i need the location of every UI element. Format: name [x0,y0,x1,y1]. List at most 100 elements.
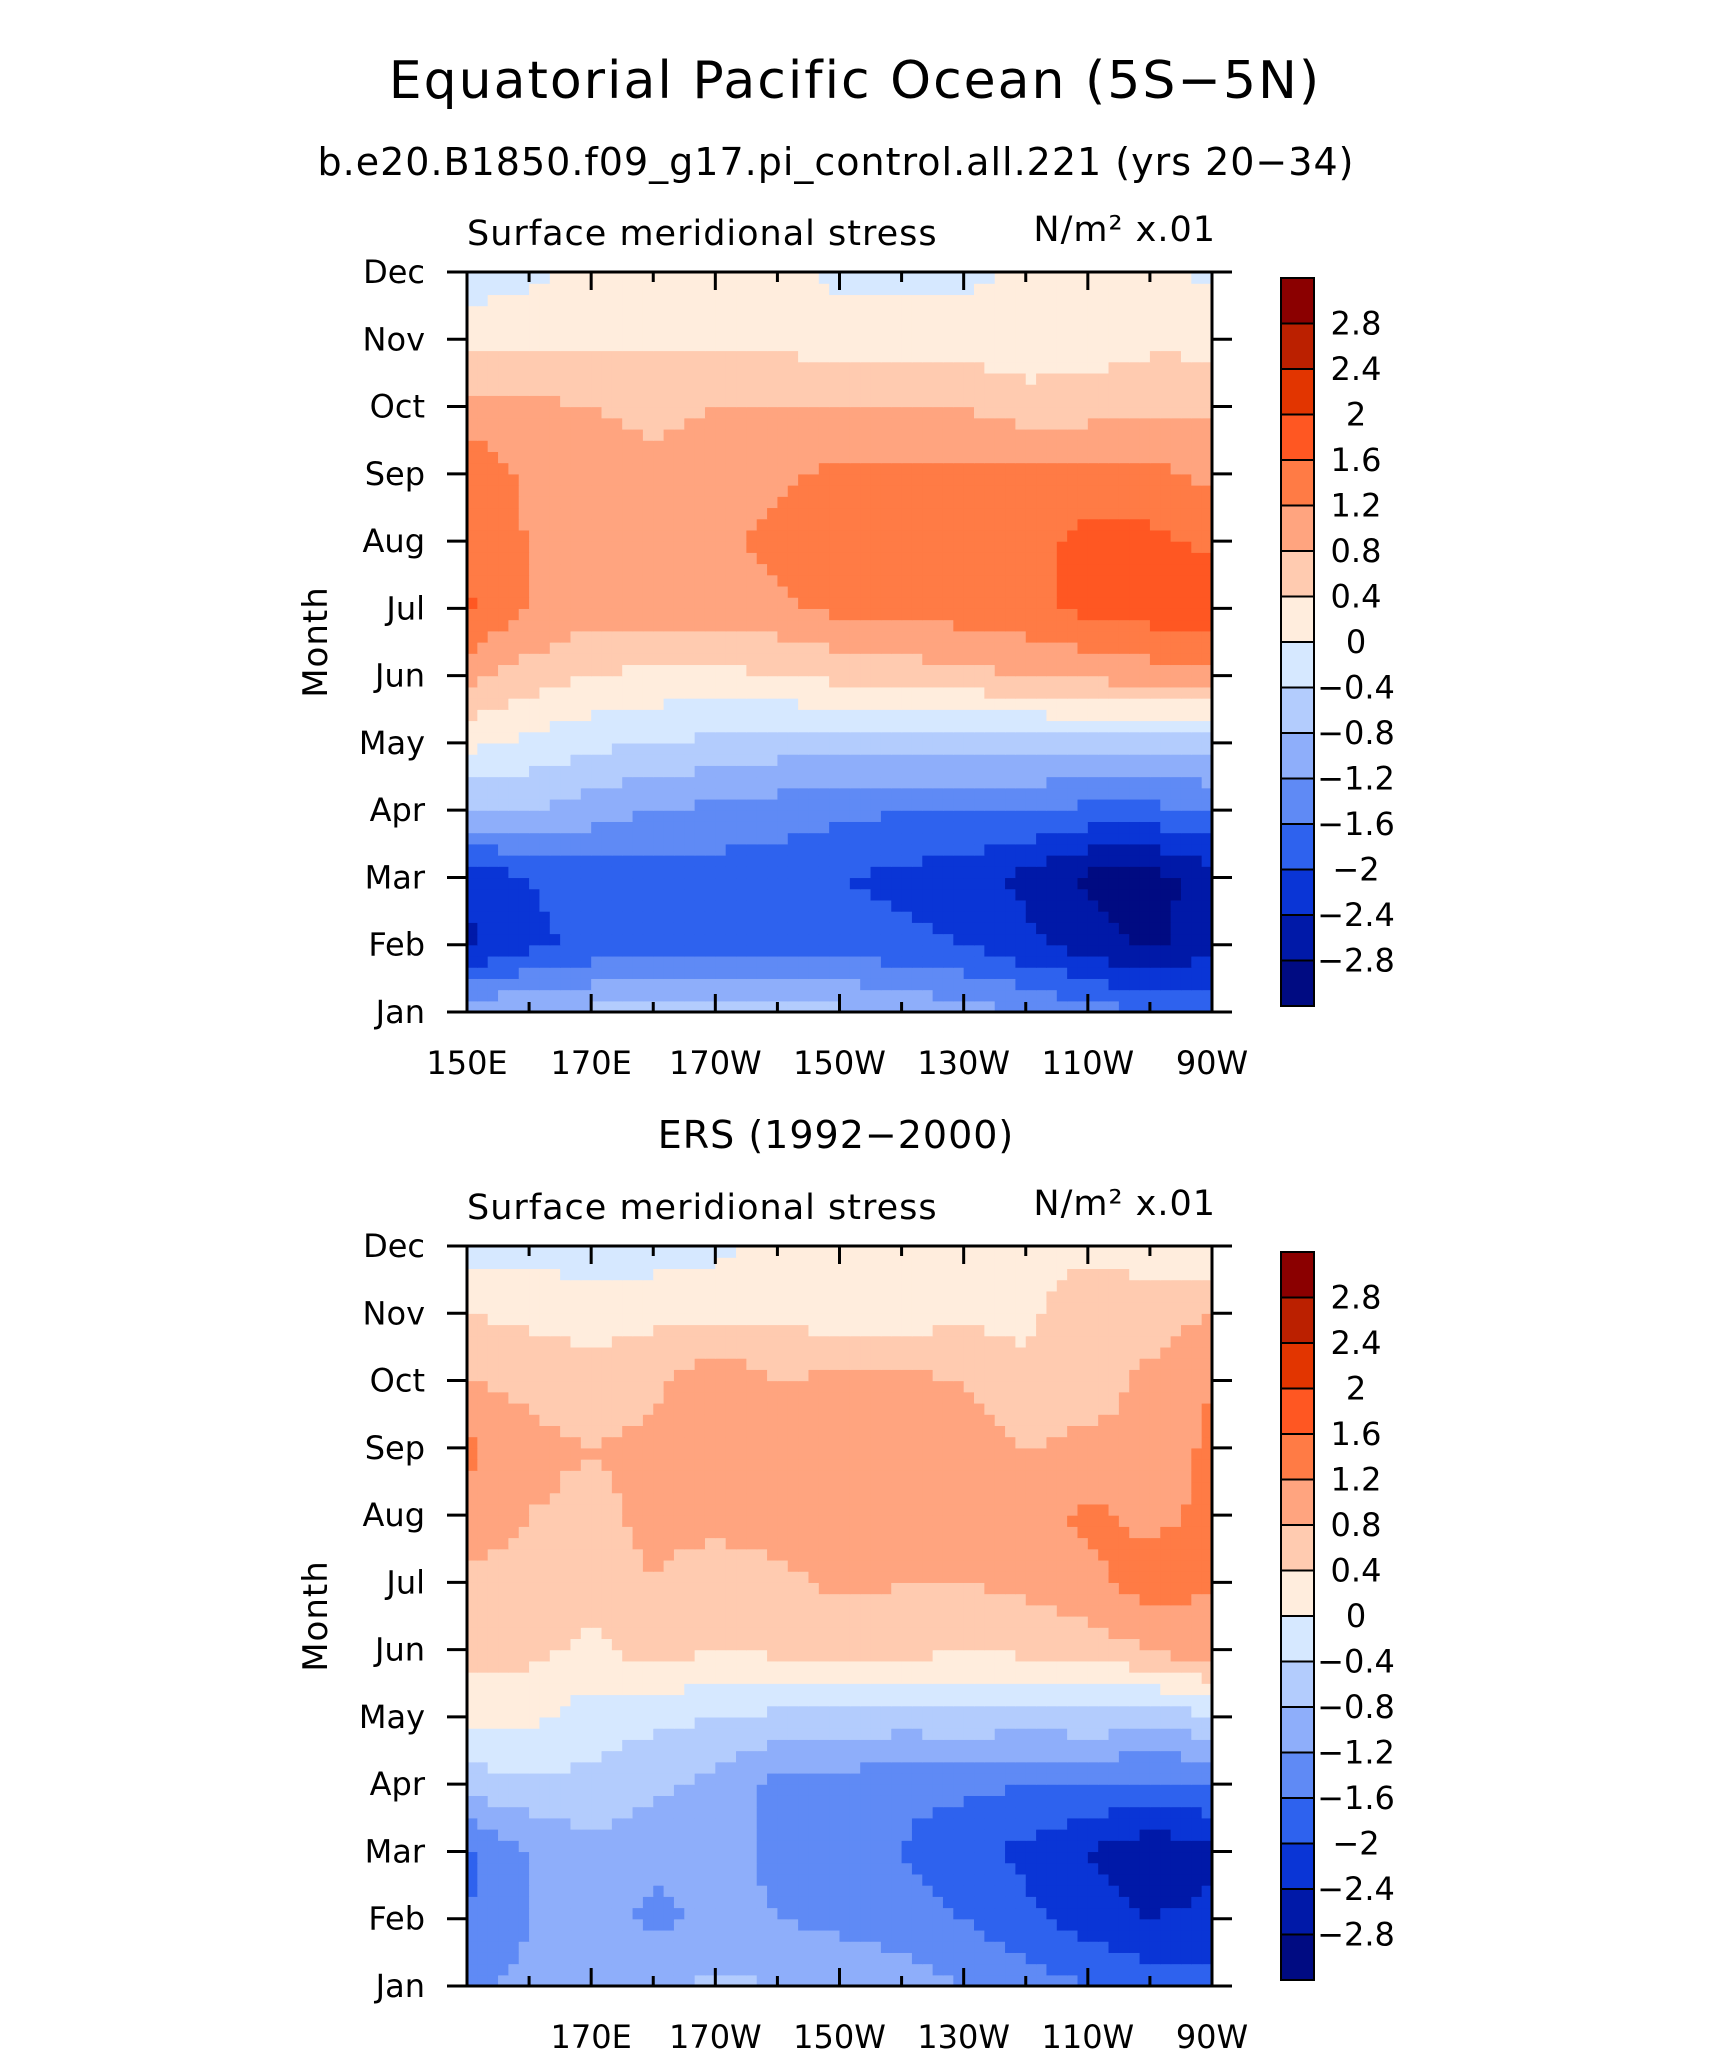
contour-cell [839,888,851,901]
contour-cell [704,776,716,789]
contour-cell [922,731,934,744]
contour-cell [1160,541,1172,553]
contour-cell [591,709,603,722]
contour-cell [901,518,913,531]
contour-cell [777,967,789,979]
contour-cell [756,787,768,800]
contour-cell [467,642,478,654]
contour-cell [477,731,489,744]
contour-cell [508,563,520,576]
contour-cell [1098,283,1110,296]
contour-cell [1056,866,1068,879]
contour-cell [1129,698,1141,710]
contour-cell [1149,821,1161,834]
contour-cell [870,754,882,766]
contour-cell [984,642,996,654]
contour-cell [1087,272,1099,284]
contour-cell [942,686,954,699]
contour-cell [622,440,634,452]
contour-cell [1046,608,1058,621]
contour-cell [922,866,934,879]
contour-cell [529,529,541,542]
contour-cell [673,720,685,733]
contour-cell [560,507,572,520]
contour-cell [694,585,706,598]
contour-cell [580,776,592,789]
contour-cell [984,395,996,408]
contour-cell [539,877,551,890]
contour-cell [601,361,613,374]
contour-cell [539,608,551,621]
contour-cell [849,933,861,946]
contour-cell [798,642,810,654]
contour-cell [1149,675,1161,688]
contour-cell [1201,372,1213,385]
contour-cell [891,933,903,946]
contour-cell [529,361,541,374]
contour-cell [736,608,747,621]
contour-cell [632,653,644,666]
contour-cell [632,731,644,744]
contour-cell [901,720,913,733]
contour-cell [839,664,851,677]
contour-cell [518,698,530,710]
contour-cell [539,316,551,329]
contour-cell [1005,765,1017,778]
contour-cell [1077,507,1089,520]
contour-cell [1067,675,1079,688]
contour-cell [787,272,799,284]
contour-cell [467,1000,478,1013]
contour-cell [1108,529,1120,542]
contour-cell [549,507,561,520]
contour-cell [901,328,913,340]
contour-cell [725,1974,737,1987]
contour-cell [974,709,985,722]
contour-cell [704,810,716,822]
contour-cell [632,473,644,486]
contour-cell [1098,698,1110,710]
contour-cell [984,272,996,284]
contour-cell [1005,585,1017,598]
contour-cell [498,529,509,542]
contour-cell [860,989,872,1002]
contour-cell [1180,417,1192,430]
contour-cell [663,698,675,710]
contour-cell [694,922,706,935]
contour-cell [777,552,789,565]
contour-cell [818,888,830,901]
contour-cell [932,406,944,419]
contour-cell [560,675,572,688]
contour-cell [570,630,582,643]
contour-cell [518,350,530,363]
contour-cell [984,832,996,845]
contour-cell [901,552,913,565]
contour-cell [663,843,675,856]
contour-cell [1056,967,1068,979]
contour-cell [580,563,592,576]
contour-cell [591,731,603,744]
contour-cell [591,417,603,430]
contour-cell [725,541,737,553]
contour-cell [1170,832,1182,845]
contour-cell [777,361,789,374]
contour-cell [518,529,530,542]
contour-cell [829,720,841,733]
contour-cell [849,1963,861,1976]
contour-cell [673,350,685,363]
contour-cell [911,361,923,374]
contour-cell [570,316,582,329]
contour-cell [787,955,799,968]
contour-cell [901,776,913,789]
contour-cell [1201,899,1213,912]
contour-cell [932,462,944,475]
contour-cell [818,552,830,565]
contour-cell [673,843,685,856]
contour-cell [549,305,561,318]
contour-cell [653,541,665,553]
contour-cell [570,485,582,497]
contour-cell [911,989,923,1002]
contour-cell [1087,664,1099,677]
contour-cell [673,541,685,553]
contour-cell [942,776,954,789]
contour-cell [953,1963,965,1976]
